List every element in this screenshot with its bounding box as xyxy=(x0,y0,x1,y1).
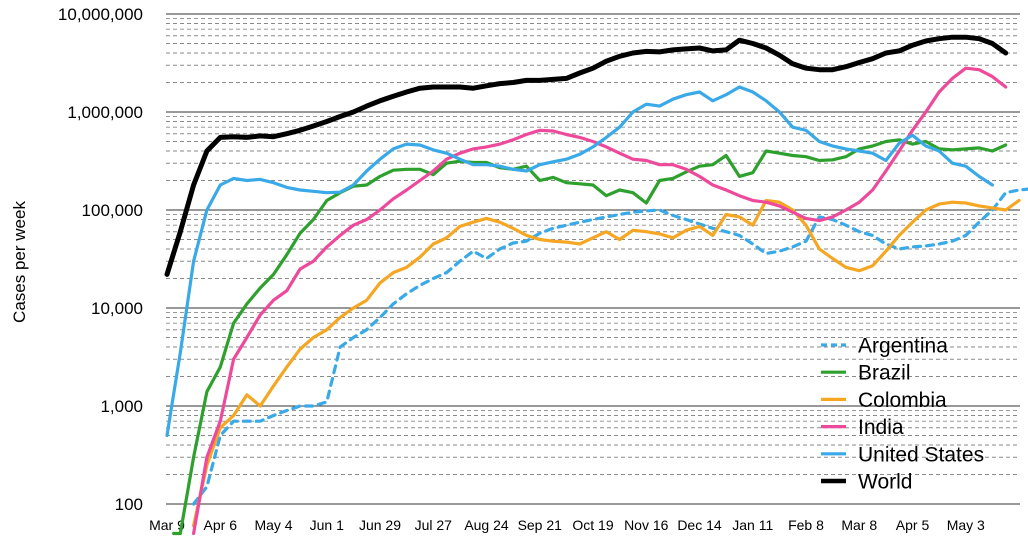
y-tick-label: 1,000,000 xyxy=(67,103,143,122)
major-gridlines xyxy=(166,13,1020,505)
series-line-colombia xyxy=(192,198,1021,528)
x-tick-label: Aug 24 xyxy=(464,517,509,533)
series-line-world xyxy=(164,34,1009,277)
series-line-united-states xyxy=(165,85,994,438)
x-tick-label: May 3 xyxy=(947,517,985,533)
x-tick-label: Jan 11 xyxy=(732,517,773,533)
x-axis-ticks: Mar 9 Apr 6 May 4 Jun 1 Jun 29 Jul 27 Aug 24 Se… xyxy=(149,517,985,533)
legend-label: World xyxy=(858,471,912,494)
x-tick-label: Jun 29 xyxy=(359,517,401,533)
y-tick-label: 100 xyxy=(115,495,143,514)
y-tick-label: 10,000,000 xyxy=(58,5,143,24)
x-tick-label: Nov 16 xyxy=(624,517,669,533)
x-tick-label: Mar 9 xyxy=(149,517,185,533)
y-tick-label: 100,000 xyxy=(82,201,143,220)
x-tick-label: Jun 1 xyxy=(310,517,344,533)
legend: Argentina Brazil Colombia India United State… xyxy=(821,335,984,494)
legend-label: India xyxy=(858,416,904,439)
y-axis-label: Cases per week xyxy=(10,201,29,323)
y-tick-label: 10,000 xyxy=(91,299,143,318)
x-tick-label: Feb 8 xyxy=(788,517,824,533)
x-tick-label: May 4 xyxy=(254,517,292,533)
series-line-india xyxy=(192,66,1008,536)
legend-label: Argentina xyxy=(858,335,948,358)
x-tick-label: Mar 8 xyxy=(841,517,877,533)
x-tick-label: Oct 19 xyxy=(572,517,613,533)
legend-label: Brazil xyxy=(858,362,911,385)
y-axis-ticks: 100 1,000 10,000 100,000 1,000,000 10,000,000 xyxy=(58,5,143,514)
x-tick-label: Sep 21 xyxy=(518,517,563,533)
x-tick-label: Jul 27 xyxy=(415,517,453,533)
y-tick-label: 1,000 xyxy=(100,397,143,416)
series-layer xyxy=(164,34,1028,536)
x-tick-label: Dec 14 xyxy=(677,517,722,533)
minor-gridlines xyxy=(166,18,1020,475)
series-line-brazil xyxy=(172,138,1008,536)
legend-label: Colombia xyxy=(858,389,947,412)
x-tick-label: Apr 6 xyxy=(204,517,238,533)
x-tick-label: Apr 5 xyxy=(896,517,930,533)
legend-label: United States xyxy=(858,443,984,466)
series-line-argentina xyxy=(192,187,1028,506)
